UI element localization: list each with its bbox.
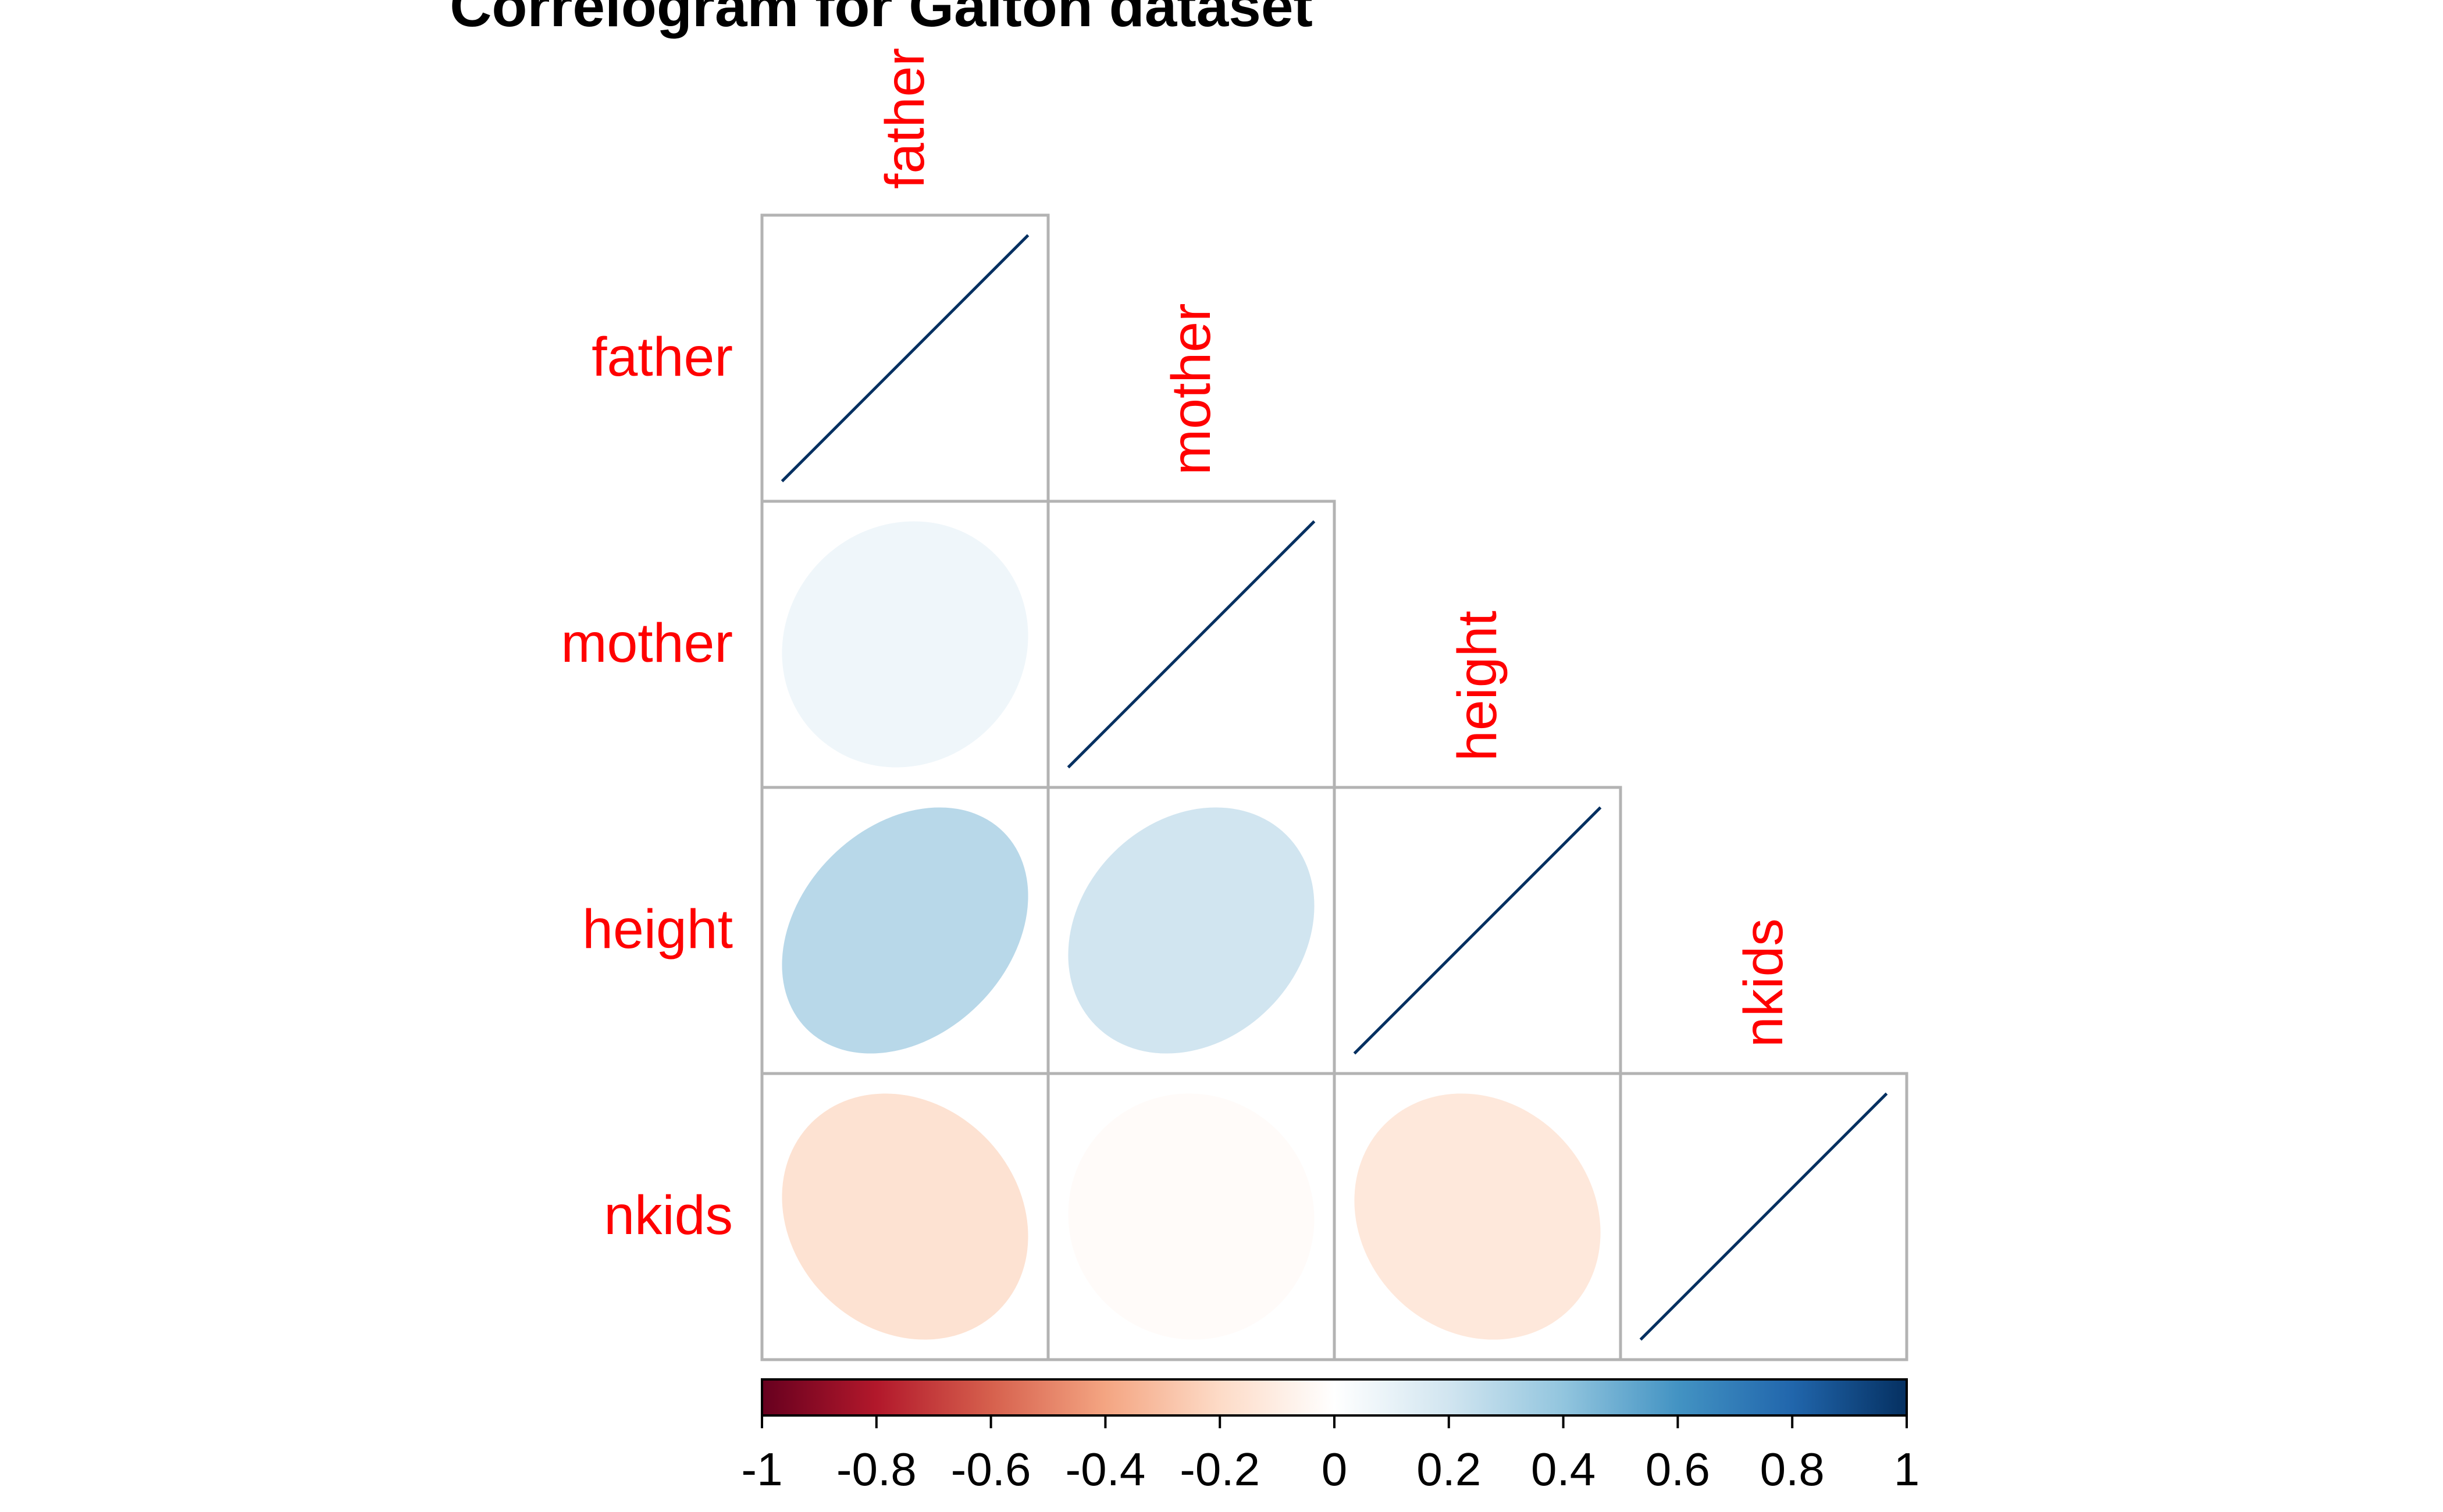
colorbar-tick-label: 0.6 [1646,1443,1710,1495]
cell-nkids-height [1333,1072,1622,1361]
correlation-ellipse [782,521,1028,768]
correlation-ellipse [1354,1093,1601,1340]
cell-father-father [760,213,1050,503]
row-label-height: height [582,898,733,960]
diagonal-line [1639,1092,1888,1341]
row-label-nkids: nkids [604,1185,733,1246]
colorbar-tick-label: -0.4 [1065,1443,1145,1495]
colorbar-gradient [761,1378,1908,1417]
column-label-mother: mother [1160,303,1222,475]
column-label-father: father [874,48,936,189]
column-label-nkids: nkids [1733,918,1794,1047]
colorbar: -1 -0.8 -0.6 -0.4 -0.2 0 0.2 0.4 0.6 0.8 1 [741,1378,1920,1495]
row-labels: father mother height nkids [561,326,733,1246]
row-label-mother: mother [561,612,733,674]
colorbar-tick-label: -0.6 [951,1443,1031,1495]
cell-height-height [1333,786,1622,1075]
column-label-height: height [1447,611,1508,761]
colorbar-tick-label: 0.4 [1531,1443,1596,1495]
colorbar-tick-label: -1 [741,1443,782,1495]
cell-height-father [760,786,1050,1075]
colorbar-tick-label: -0.2 [1180,1443,1260,1495]
row-label-father: father [592,326,733,388]
cell-nkids-mother [1046,1072,1336,1361]
cell-nkids-father [760,1072,1050,1361]
correlation-ellipse [782,1093,1028,1340]
colorbar-tick-label: 1 [1894,1443,1920,1495]
cell-mother-mother [1046,500,1336,789]
cell-mother-father [760,500,1050,789]
colorbar-tick-label: 0 [1322,1443,1348,1495]
colorbar-tick-label: -0.8 [836,1443,917,1495]
cell-nkids-nkids [1619,1072,1908,1361]
column-labels: father mother height nkids [874,48,1794,1047]
diagonal-line [781,234,1030,483]
colorbar-tick-label: 0.8 [1760,1443,1825,1495]
correlation-ellipse [782,807,1028,1054]
correlation-cells [760,213,1908,1361]
colorbar-tick-label: 0.2 [1416,1443,1481,1495]
correlation-ellipse [1068,807,1315,1054]
diagonal-line [1353,806,1602,1055]
diagonal-line [1067,520,1316,769]
cell-height-mother [1046,786,1336,1075]
chart-title: Correlogram for Galton dataset [450,0,1313,39]
correlation-ellipse [1068,1093,1315,1340]
